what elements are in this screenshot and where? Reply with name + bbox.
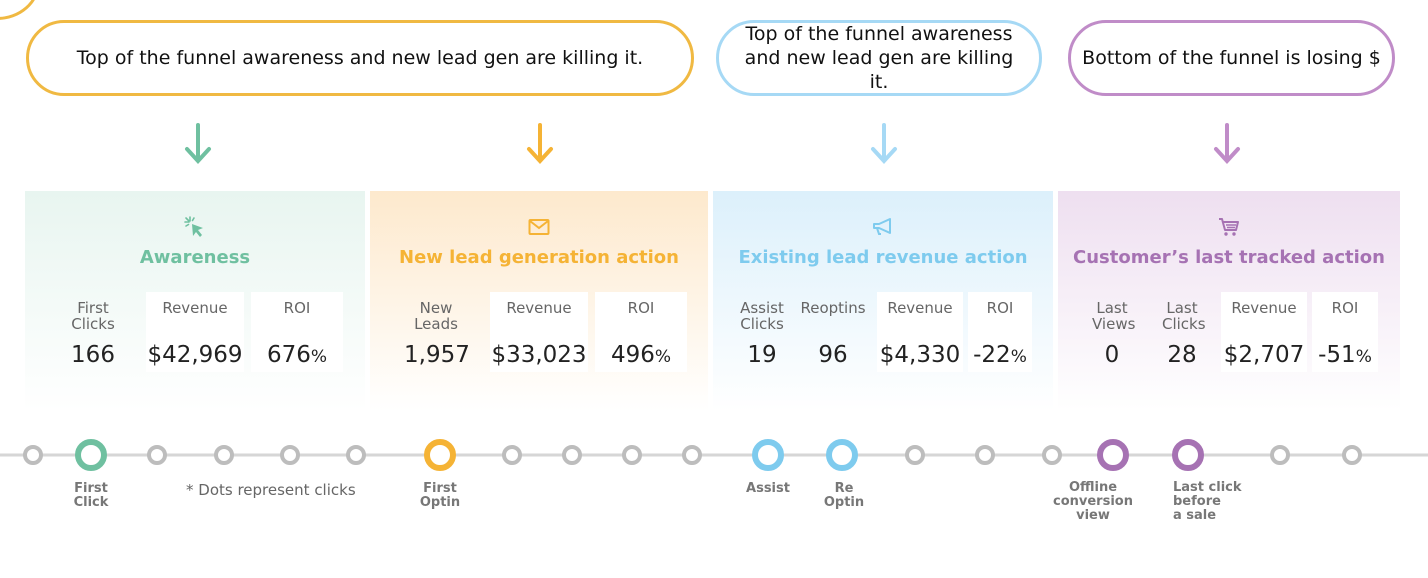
metric-label: New Leads [414, 299, 458, 333]
metric-value: $2,707 [1223, 342, 1305, 368]
timeline-note: * Dots represent clicks [186, 481, 356, 499]
callout-awareness: Top of the funnel awareness and new lead… [26, 20, 694, 96]
label-first-optin: First Optin [419, 481, 461, 510]
first-optin-dot [424, 439, 456, 471]
metric-label: Revenue [506, 299, 572, 317]
callout-text: Top of the funnel awareness and new lead… [76, 47, 644, 69]
metric-roi: ROI 496% [595, 292, 687, 372]
metric-value: 496 [610, 342, 655, 368]
click-dot [562, 445, 582, 465]
click-dot [1342, 445, 1362, 465]
offline-view-dot [1097, 439, 1129, 471]
first-click-dot [75, 439, 107, 471]
metric-value: 96 [818, 342, 848, 368]
metric-first-clicks: First Clicks 166 [60, 292, 126, 372]
label-re-optin: Re Optin [823, 481, 865, 510]
metric-unit: % [1010, 347, 1027, 367]
metric-roi: ROI -22% [968, 292, 1032, 372]
metric-value: 28 [1167, 342, 1197, 368]
panel-title: Existing lead revenue action [738, 247, 1028, 268]
panel-title: Customer’s last tracked action [1073, 247, 1385, 268]
metric-value: $33,023 [491, 342, 587, 368]
click-dot [622, 445, 642, 465]
metric-value: -22 [973, 342, 1011, 368]
callout-text: Top of the funnel awareness and new lead… [744, 23, 1014, 93]
panel-title: New lead generation action [399, 247, 679, 268]
click-dot [214, 445, 234, 465]
shopping-cart-icon [1219, 218, 1239, 236]
metric-value: 0 [1104, 342, 1120, 368]
callout-text: Bottom of the funnel is losing $ [1082, 47, 1381, 69]
arrow-down-icon [1214, 123, 1240, 164]
label-offline-view: Offline conversion view [1053, 480, 1133, 523]
metric-reoptins: Reoptins 96 [797, 292, 869, 372]
metric-label: Last Clicks [1162, 299, 1206, 333]
metric-value: -51 [1318, 342, 1356, 368]
megaphone-icon [873, 218, 891, 235]
metric-value: 166 [71, 342, 115, 368]
arrow-down-icon [527, 123, 553, 164]
label-assist: Assist [746, 481, 790, 496]
metric-unit: % [654, 347, 672, 367]
metric-label: Revenue [887, 299, 953, 317]
metric-label: ROI [627, 299, 655, 317]
metric-label: First Clicks [71, 299, 115, 333]
click-timeline [0, 439, 1428, 471]
click-dot [147, 445, 167, 465]
click-dot [905, 445, 925, 465]
click-dot [1042, 445, 1062, 465]
panel-title: Awareness [139, 247, 251, 268]
assist-dot [752, 439, 784, 471]
panel-new-lead: New lead generation action New Leads 1,9… [370, 191, 708, 411]
envelope-icon [528, 219, 550, 235]
metric-label: ROI [283, 299, 311, 317]
small-dots [23, 445, 1362, 465]
metric-value: 676 [266, 342, 311, 368]
metric-unit: % [1355, 347, 1372, 367]
arrow-down-icon [185, 123, 211, 164]
metric-revenue: Revenue $2,707 [1221, 292, 1307, 372]
click-dot [1270, 445, 1290, 465]
metric-revenue: Revenue $4,330 [877, 292, 963, 372]
metric-label: Revenue [162, 299, 228, 317]
click-dot [502, 445, 522, 465]
metric-revenue: Revenue $42,969 [146, 292, 244, 372]
metric-roi: ROI -51% [1312, 292, 1378, 372]
metric-revenue: Revenue $33,023 [490, 292, 588, 372]
metric-assist-clicks: Assist Clicks 19 [735, 292, 789, 372]
callout-existing-lead: Top of the funnel awareness and new lead… [716, 20, 1042, 96]
metric-label: Last Views [1092, 299, 1136, 333]
click-dot [346, 445, 366, 465]
label-first-click: First Click [73, 481, 109, 510]
metric-label: Revenue [1231, 299, 1297, 317]
click-dot [23, 445, 43, 465]
last-click-dot [1172, 439, 1204, 471]
metric-value: $42,969 [147, 342, 243, 368]
corner-decoration [0, 0, 40, 20]
metric-roi: ROI 676% [251, 292, 343, 372]
cursor-click-icon [184, 216, 203, 237]
metric-label: Reoptins [800, 299, 866, 317]
metric-label: Assist Clicks [740, 299, 784, 333]
panel-awareness: Awareness First Clicks 166 Revenue $42,9… [25, 191, 365, 411]
metric-value: 1,957 [404, 342, 470, 368]
re-optin-dot [826, 439, 858, 471]
metric-new-leads: New Leads 1,957 [404, 292, 470, 372]
click-dot [682, 445, 702, 465]
arrow-down-icon [871, 123, 897, 164]
metric-last-clicks: Last Clicks 28 [1154, 292, 1210, 372]
click-dot [280, 445, 300, 465]
panel-customer: Customer’s last tracked action Last View… [1058, 191, 1400, 411]
label-last-click: Last click before a sale [1173, 480, 1242, 523]
metric-unit: % [310, 347, 328, 367]
metric-label: ROI [1331, 299, 1359, 317]
metric-value: 19 [747, 342, 777, 368]
metric-last-views: Last Views 0 [1084, 292, 1140, 372]
metric-value: $4,330 [879, 342, 961, 368]
panel-existing-lead: Existing lead revenue action Assist Clic… [713, 191, 1053, 411]
callout-bottom-funnel: Bottom of the funnel is losing $ [1068, 20, 1395, 96]
metric-label: ROI [986, 299, 1014, 317]
click-dot [975, 445, 995, 465]
